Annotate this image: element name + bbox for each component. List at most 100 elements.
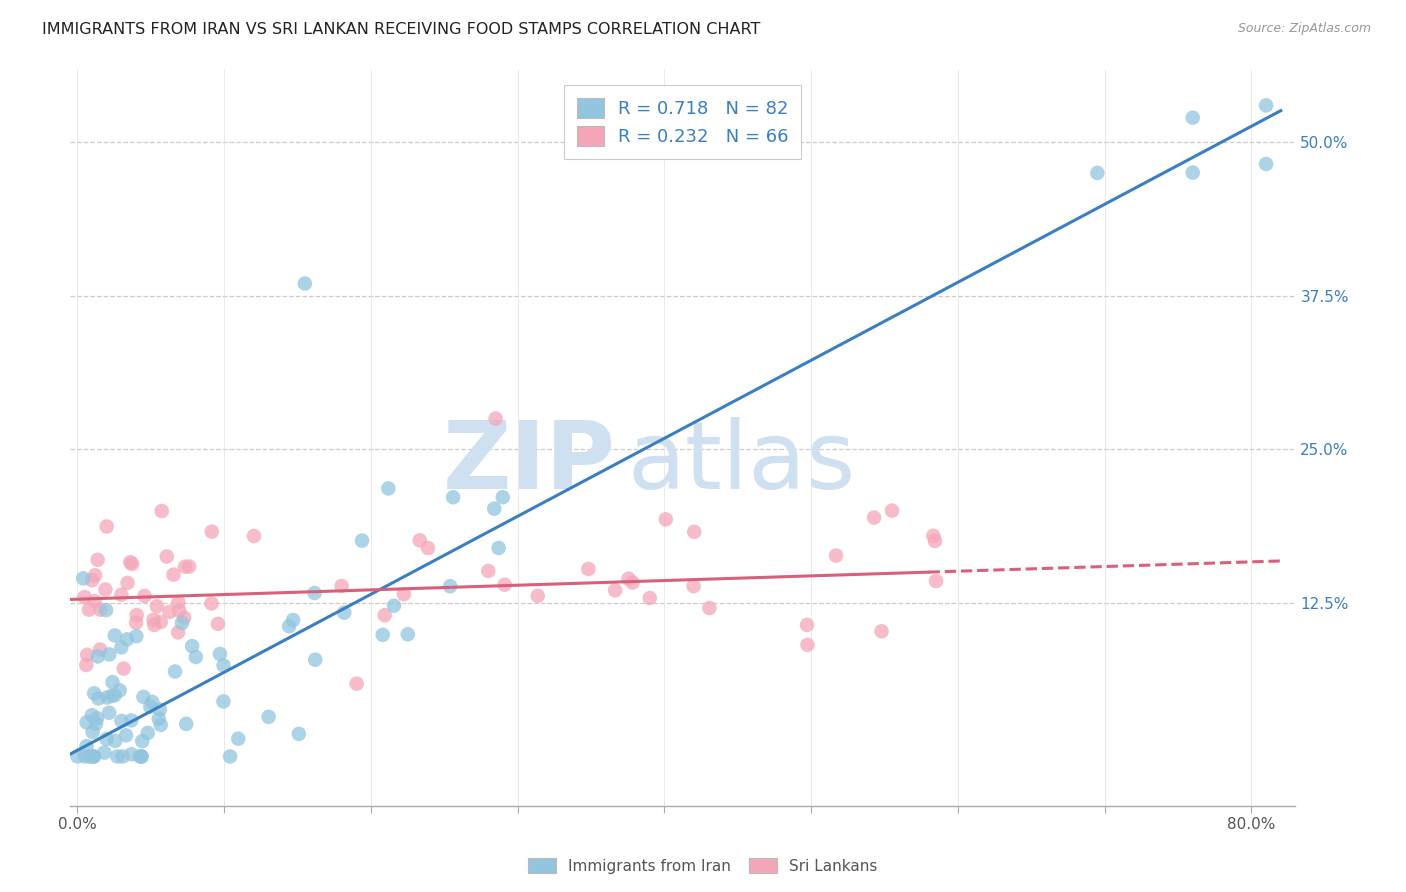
Point xyxy=(143,618,166,632)
Point xyxy=(796,618,818,632)
Point xyxy=(621,575,644,590)
Text: atlas: atlas xyxy=(627,417,856,508)
Point xyxy=(131,734,153,748)
Point xyxy=(294,277,316,291)
Point xyxy=(212,694,235,708)
Point xyxy=(84,716,107,731)
Point xyxy=(488,541,510,555)
Point xyxy=(82,749,104,764)
Point xyxy=(243,529,266,543)
Point xyxy=(76,715,98,730)
Point xyxy=(485,411,508,425)
Point xyxy=(84,568,107,582)
Point xyxy=(162,567,184,582)
Point xyxy=(304,586,326,600)
Point xyxy=(87,649,110,664)
Point xyxy=(79,749,101,764)
Point xyxy=(141,695,163,709)
Point xyxy=(333,606,356,620)
Point xyxy=(374,608,396,623)
Point xyxy=(226,731,249,746)
Point xyxy=(111,749,134,764)
Point xyxy=(330,579,353,593)
Point xyxy=(105,749,128,764)
Point xyxy=(167,595,190,609)
Point xyxy=(149,615,172,629)
Point xyxy=(1181,111,1204,125)
Point xyxy=(167,604,190,618)
Point xyxy=(149,702,172,716)
Point xyxy=(924,534,946,549)
Point xyxy=(73,590,96,604)
Point xyxy=(83,686,105,700)
Point xyxy=(200,596,222,610)
Point xyxy=(492,490,515,504)
Point xyxy=(409,533,432,548)
Point xyxy=(66,749,89,764)
Point xyxy=(129,749,152,764)
Point xyxy=(129,749,152,764)
Point xyxy=(605,583,627,598)
Point xyxy=(104,734,127,748)
Point xyxy=(115,728,138,742)
Point xyxy=(80,708,103,723)
Point xyxy=(121,557,143,571)
Point xyxy=(179,559,201,574)
Point xyxy=(80,573,103,587)
Point xyxy=(304,653,326,667)
Point xyxy=(159,605,181,619)
Point xyxy=(120,714,142,728)
Point xyxy=(870,624,893,639)
Point xyxy=(257,710,280,724)
Point xyxy=(150,504,173,518)
Point xyxy=(112,662,135,676)
Point xyxy=(115,632,138,647)
Point xyxy=(149,718,172,732)
Point xyxy=(110,640,132,655)
Point xyxy=(484,501,506,516)
Point xyxy=(922,529,945,543)
Point xyxy=(699,601,721,615)
Point xyxy=(96,731,118,746)
Point xyxy=(439,579,461,593)
Point xyxy=(167,625,190,640)
Legend: R = 0.718   N = 82, R = 0.232   N = 66: R = 0.718 N = 82, R = 0.232 N = 66 xyxy=(564,85,801,159)
Point xyxy=(207,616,229,631)
Point xyxy=(110,714,132,728)
Point xyxy=(83,749,105,764)
Point xyxy=(184,650,207,665)
Point xyxy=(350,533,373,548)
Point xyxy=(146,599,169,614)
Point xyxy=(655,512,678,526)
Point xyxy=(83,594,105,608)
Point xyxy=(392,587,415,601)
Point xyxy=(93,746,115,760)
Point xyxy=(576,562,599,576)
Point xyxy=(98,648,121,662)
Point xyxy=(110,588,132,602)
Point xyxy=(396,627,419,641)
Text: ZIP: ZIP xyxy=(443,417,616,508)
Point xyxy=(477,564,499,578)
Point xyxy=(526,589,548,603)
Point xyxy=(136,726,159,740)
Point xyxy=(132,690,155,704)
Point xyxy=(416,541,439,555)
Point xyxy=(139,699,162,714)
Point xyxy=(125,608,148,623)
Point xyxy=(682,579,704,593)
Point xyxy=(1256,98,1278,112)
Point xyxy=(117,575,139,590)
Point xyxy=(494,577,516,591)
Point xyxy=(94,603,117,617)
Point xyxy=(1256,157,1278,171)
Point xyxy=(125,629,148,643)
Point xyxy=(288,727,311,741)
Point xyxy=(212,658,235,673)
Point xyxy=(825,549,848,563)
Point xyxy=(441,490,464,504)
Point xyxy=(94,582,117,597)
Point xyxy=(173,610,195,624)
Point xyxy=(86,553,108,567)
Point xyxy=(101,675,124,690)
